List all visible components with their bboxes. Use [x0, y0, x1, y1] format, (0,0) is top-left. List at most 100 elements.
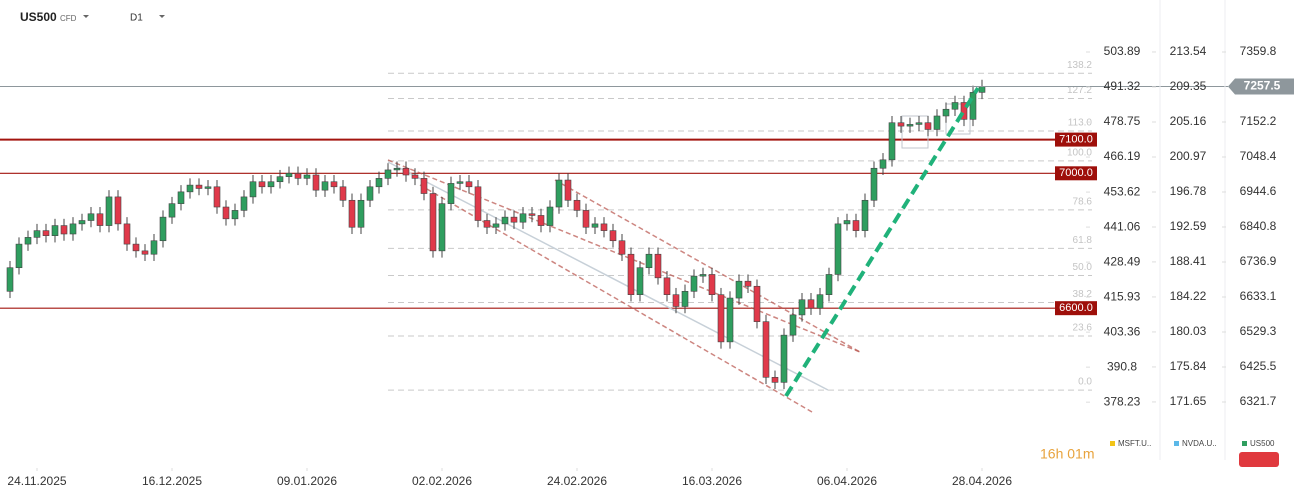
candle-body — [6, 267, 14, 292]
y-tick-label: 171.65 — [1170, 394, 1207, 408]
candle-body — [339, 186, 347, 201]
candle-body — [906, 124, 914, 127]
candle-body — [771, 376, 779, 383]
x-tick-label: 16.12.2025 — [142, 474, 202, 488]
fib-label: 38.2 — [1073, 289, 1093, 300]
candle-body — [618, 240, 626, 255]
y-tick-label: 188.41 — [1170, 254, 1207, 268]
fib-label: 113.0 — [1068, 118, 1093, 129]
candle-body — [708, 274, 716, 295]
candle-body — [114, 196, 122, 225]
candle-body — [69, 223, 77, 235]
x-tick-label: 24.02.2026 — [547, 474, 607, 488]
action-button[interactable] — [1239, 452, 1279, 467]
candle-body — [312, 174, 320, 191]
candle-body — [960, 102, 968, 120]
candle-body — [897, 122, 905, 127]
candle-body — [33, 230, 41, 238]
y-tick-label: 491.32 — [1104, 79, 1141, 93]
candle-body — [726, 297, 734, 343]
candle-body — [762, 321, 770, 378]
y-tick-label: 184.22 — [1170, 289, 1207, 303]
y-tick-label: 403.36 — [1104, 324, 1141, 338]
channel-mid — [387, 161, 829, 391]
candle-body — [627, 253, 635, 295]
candle-body — [645, 253, 653, 269]
candle-body — [186, 184, 194, 193]
candle-body — [240, 196, 248, 211]
candle-body — [132, 243, 140, 252]
y-tick-label: 441.06 — [1104, 219, 1141, 233]
candle-body — [933, 115, 941, 130]
fib-label: 78.6 — [1073, 197, 1093, 208]
candle-body — [663, 277, 671, 295]
candle-body — [294, 173, 302, 179]
candle-body — [87, 213, 95, 221]
y-tick-label: 6529.3 — [1240, 324, 1277, 338]
candle-body — [510, 216, 518, 223]
candle-body — [429, 193, 437, 252]
candle-body — [879, 159, 887, 169]
candle-body — [555, 179, 563, 208]
candle-body — [609, 230, 617, 242]
x-tick-label: 16.03.2026 — [682, 474, 742, 488]
fibonacci: 138.2 127.2 113.0 100.0 78.6 61.8 50.0 38.2 23.6… — [388, 60, 1093, 391]
legend-label: MSFT.U.. — [1118, 439, 1151, 448]
candle-body — [942, 108, 950, 117]
candle-body — [573, 199, 581, 211]
y-tick-label: 453.62 — [1104, 184, 1141, 198]
last-price-tag — [1228, 78, 1294, 95]
candle-body — [807, 299, 815, 309]
timeframe[interactable]: D1 — [130, 13, 143, 24]
legend-swatch — [1110, 441, 1115, 446]
legend-label: US500 — [1250, 439, 1275, 448]
candle-body — [465, 181, 473, 188]
last-price-label: 7257.5 — [1244, 79, 1281, 93]
candle-body — [411, 174, 419, 179]
candle-body — [303, 174, 311, 179]
candle-body — [213, 186, 221, 208]
y-tick-label: 378.23 — [1104, 394, 1141, 408]
candle-body — [150, 240, 158, 255]
candle-body — [402, 167, 410, 176]
candle-body — [915, 122, 923, 125]
symbol[interactable]: US500 — [20, 10, 57, 24]
candle-body — [798, 299, 806, 316]
y-tick-label: 175.84 — [1170, 359, 1207, 373]
candle-body — [330, 181, 338, 188]
y-tick-label: 196.78 — [1170, 184, 1207, 198]
candle-body — [357, 199, 365, 228]
y-tick-label: 478.75 — [1104, 114, 1141, 128]
candle-body — [519, 213, 527, 223]
candle-body — [348, 199, 356, 228]
candle-body — [780, 334, 788, 383]
candle-body — [159, 216, 167, 242]
candle-body — [51, 225, 59, 236]
candle-body — [483, 220, 491, 228]
candle-body — [168, 203, 176, 218]
candle-body — [78, 220, 86, 225]
y-tick-label: 7152.2 — [1240, 114, 1277, 128]
candle-body — [321, 181, 329, 191]
candle-body — [969, 92, 977, 120]
candle-body — [501, 216, 509, 225]
y-tick-label: 503.89 — [1104, 44, 1141, 58]
candle-body — [564, 179, 572, 201]
y-tick-label: 6321.7 — [1240, 394, 1277, 408]
candle-body — [789, 314, 797, 336]
candle-body — [600, 223, 608, 231]
candle-body — [717, 294, 725, 343]
candle-body — [681, 291, 689, 307]
legend-swatch — [1242, 441, 1247, 446]
y-tick-label: 390.8 — [1107, 359, 1137, 373]
dropdown-caret[interactable] — [83, 15, 89, 18]
candle-body — [654, 253, 662, 279]
fib-label: 50.0 — [1073, 262, 1093, 273]
level-tag — [1055, 166, 1097, 181]
candle-body — [177, 191, 185, 204]
dropdown-caret[interactable] — [159, 15, 165, 18]
candle-body — [492, 223, 500, 228]
x-tick-label: 06.04.2026 — [817, 474, 877, 488]
